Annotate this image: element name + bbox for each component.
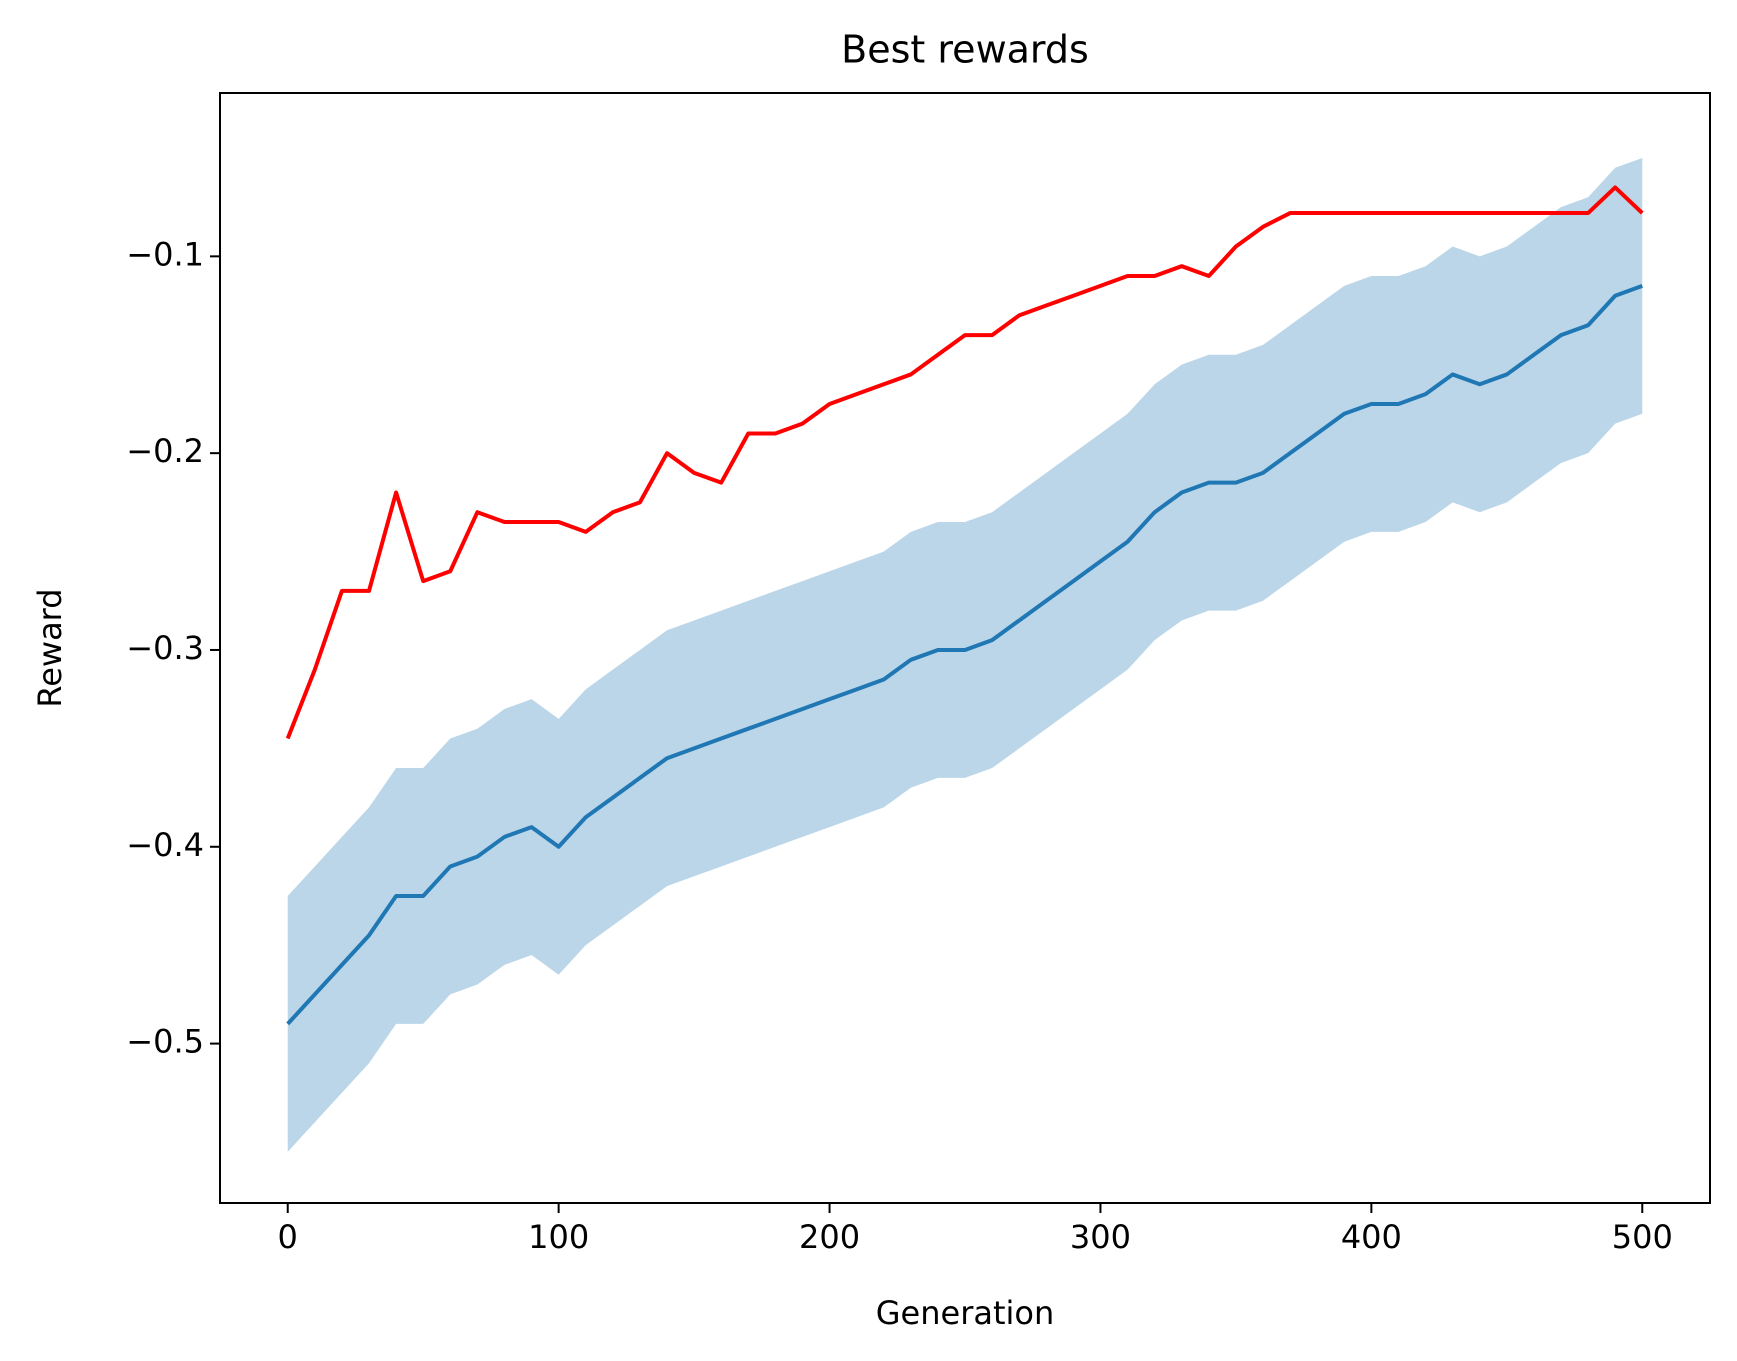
y-tick-label: −0.1 bbox=[126, 235, 204, 273]
y-tick-label: −0.5 bbox=[126, 1023, 204, 1061]
x-tick-label: 500 bbox=[1612, 1218, 1673, 1256]
x-tick-label: 200 bbox=[799, 1218, 860, 1256]
x-tick-label: 0 bbox=[278, 1218, 298, 1256]
line bbox=[286, 283, 1643, 1026]
x-tick-label: 300 bbox=[1070, 1218, 1131, 1256]
line bbox=[285, 185, 1644, 740]
band bbox=[287, 157, 1643, 1152]
chart-title: Best rewards bbox=[841, 28, 1089, 72]
y-axis-label: Reward bbox=[31, 588, 69, 707]
y-tick-label: −0.3 bbox=[126, 629, 204, 667]
x-tick-label: 400 bbox=[1341, 1218, 1402, 1256]
axes-frame bbox=[219, 92, 1711, 1204]
x-axis-label: Generation bbox=[876, 1294, 1055, 1332]
y-tick-label: −0.2 bbox=[126, 432, 204, 470]
y-tick-label: −0.4 bbox=[126, 826, 204, 864]
x-tick-label: 100 bbox=[528, 1218, 589, 1256]
